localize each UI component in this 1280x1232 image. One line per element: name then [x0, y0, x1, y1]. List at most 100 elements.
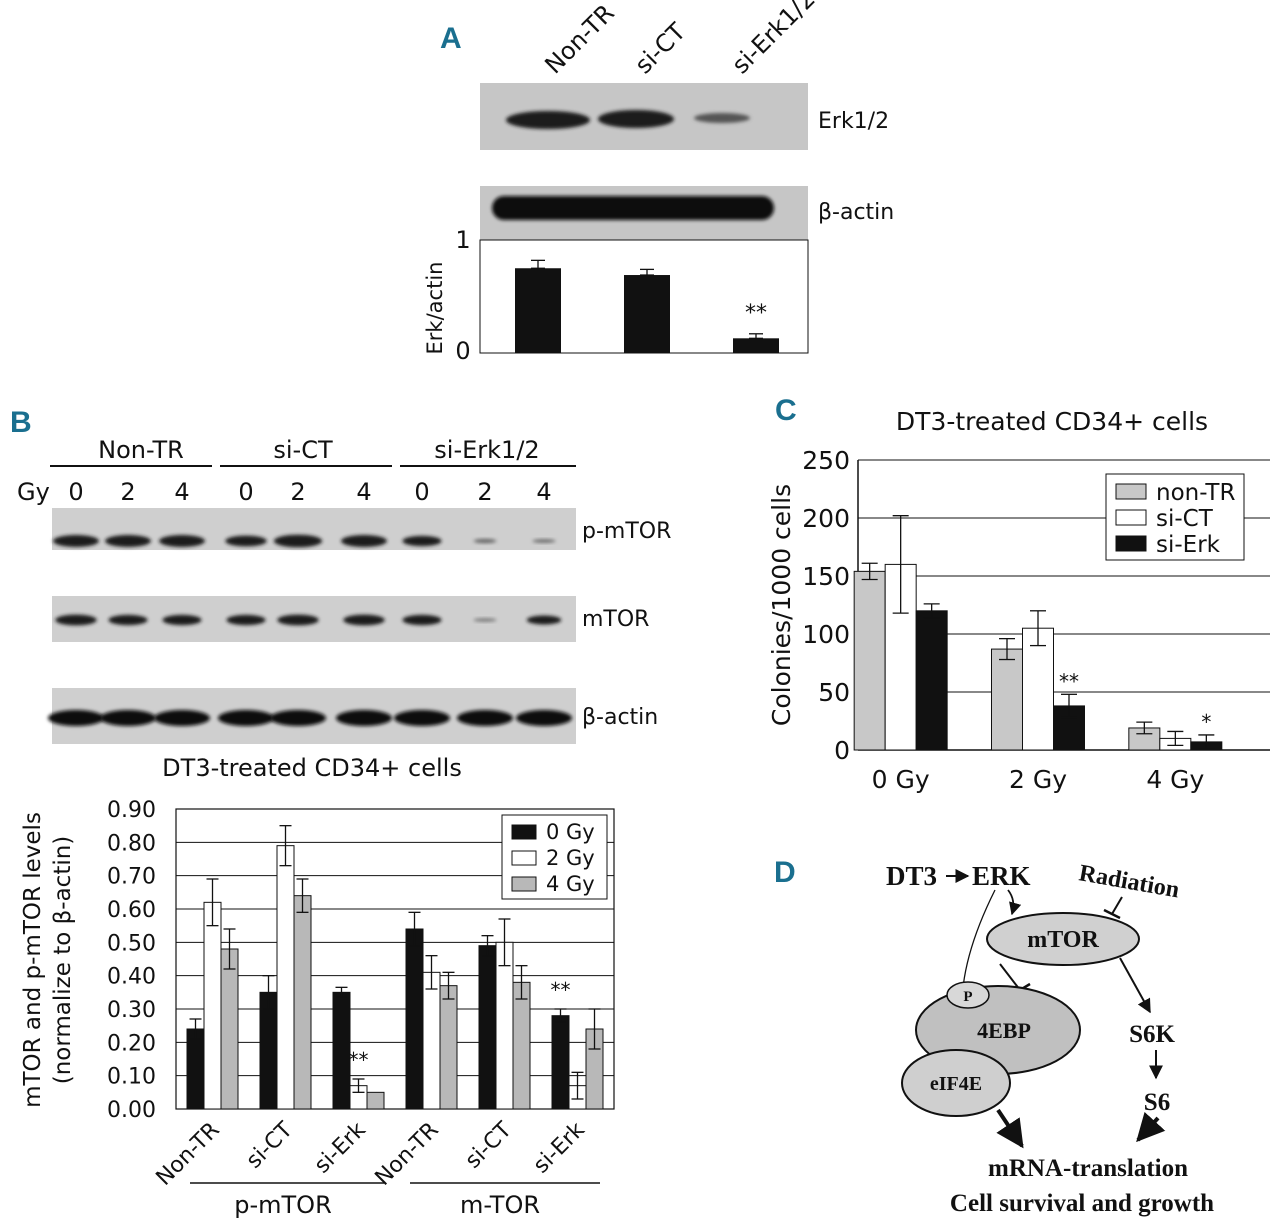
- dose-label-4-gy: 4: [356, 478, 371, 506]
- y-tick-label: 0.20: [107, 1031, 156, 1056]
- band-mtor: [162, 614, 202, 626]
- blot-mtor: [52, 596, 576, 642]
- blot-p-mtor: [52, 508, 576, 550]
- y-tick-label: 50: [818, 678, 850, 707]
- x-tick-label: 0 Gy: [872, 765, 930, 794]
- group-label-non-tr: Non-TR: [98, 436, 184, 464]
- dose-label-4-gy: 4: [174, 478, 189, 506]
- x-tick-label: si-CT: [461, 1117, 517, 1173]
- band-mtor: [108, 614, 148, 626]
- y-tick-label: 200: [802, 504, 850, 533]
- node-s6: S6: [1144, 1089, 1170, 1116]
- node-eif4e-ellipse: [901, 1049, 1011, 1117]
- band-p-mtor: [473, 538, 497, 544]
- lane-label-si-erk: si-Erk1/2: [726, 0, 820, 79]
- node-radiation: Radiation: [1077, 860, 1181, 903]
- bar-2-gy-non-tr: [991, 648, 1023, 751]
- band-p-mtor: [402, 535, 442, 547]
- panel-d: D DT3 ERK Radiation mTOR 4EBP P eIF4E S6…: [774, 856, 1214, 1217]
- bar-non-tr-0-gy: [405, 928, 424, 1110]
- band-p-mtor: [532, 539, 556, 543]
- panel-a: A Non-TR si-CT si-Erk1/2 Erk1/2 β-actin …: [423, 0, 894, 365]
- bar-si-ct-4-gy: [293, 895, 312, 1110]
- chart-title: DT3-treated CD34+ cells: [162, 754, 462, 782]
- bar-non-tr-2-gy: [422, 971, 441, 1110]
- y-tick-label: 0.10: [107, 1065, 156, 1090]
- y-tick-label: 0.80: [107, 831, 156, 856]
- output-mrna-translation: mRNA-translation: [988, 1155, 1188, 1182]
- band-mtor: [343, 614, 385, 626]
- arrow-erk-mtor: [1007, 889, 1022, 916]
- arrow-eif4e-output: [996, 1108, 1024, 1149]
- y-tick-label: 1: [455, 226, 470, 254]
- output-cell-survival: Cell survival and growth: [950, 1190, 1214, 1217]
- band-mtor: [402, 614, 442, 626]
- x-tick-label: 2 Gy: [1009, 765, 1067, 794]
- band-p-mtor: [225, 535, 267, 547]
- inhibit-mtor-4ebp: [999, 963, 1021, 991]
- blot-label-erk: Erk1/2: [818, 109, 889, 134]
- arrow-s6-output: [1136, 1111, 1166, 1143]
- band-actin: [516, 710, 572, 726]
- blot-label-actin-b: β-actin: [582, 705, 658, 730]
- legend-swatch-si-erk: [1115, 535, 1147, 552]
- chart-c: DT3-treated CD34+ cells Colonies/1000 cel…: [767, 407, 1270, 794]
- bar-0-gy-non-tr: [853, 570, 886, 751]
- dose-label-0-gy: 0: [238, 478, 253, 506]
- band-p-mtor: [105, 535, 151, 547]
- legend-swatch-4-gy: [511, 876, 537, 892]
- band-p-mtor: [341, 535, 387, 547]
- panel-d-label: D: [774, 856, 796, 889]
- panel-b-label: B: [10, 406, 32, 439]
- x-tick-label: si-Erk: [310, 1117, 371, 1178]
- band-mtor: [55, 614, 97, 626]
- bar-si-erk1-2: [733, 338, 779, 353]
- group-axis-m-tor: m-TOR: [460, 1191, 540, 1219]
- panel-c: C DT3-treated CD34+ cells Colonies/1000 c…: [767, 394, 1270, 794]
- y-tick-label: 0: [834, 736, 850, 765]
- blot-actin-a: [480, 186, 808, 240]
- bar-non-tr-0-gy: [186, 1028, 205, 1110]
- band-actin: [336, 710, 392, 726]
- y-tick-label: 150: [802, 562, 850, 591]
- bar-si-ct: [624, 275, 670, 353]
- dose-label-2-gy: 2: [290, 478, 305, 506]
- bar-si-erk-0-gy: [332, 991, 351, 1110]
- y-tick-label: 0.30: [107, 998, 156, 1023]
- dose-label-4-gy: 4: [536, 478, 551, 506]
- bar-si-ct-0-gy: [478, 945, 497, 1110]
- bar-non-tr-2-gy: [203, 901, 222, 1110]
- node-mtor: mTOR: [1027, 927, 1099, 953]
- significance-marker: **: [745, 301, 767, 326]
- bar-non-tr-4-gy: [220, 948, 239, 1110]
- node-p-ellipse: [946, 981, 990, 1009]
- y-axis-label: Erk/actin: [423, 262, 447, 355]
- y-tick-label: 0.90: [107, 798, 156, 823]
- bar-2-gy-si-ct: [1022, 627, 1054, 751]
- plot-area: [175, 808, 615, 1110]
- band-actin: [48, 710, 104, 726]
- arrow-mtor-s6k: [1119, 957, 1151, 1014]
- band-actin: [457, 710, 513, 726]
- node-erk: ERK: [972, 861, 1031, 891]
- y-tick-label: 0: [455, 337, 470, 365]
- lane-label-si-ct: si-CT: [629, 17, 691, 79]
- band-p-mtor: [159, 535, 205, 547]
- blot-label-actin-a: β-actin: [818, 200, 894, 225]
- chart-title: DT3-treated CD34+ cells: [896, 407, 1208, 436]
- x-tick-label: 4 Gy: [1146, 765, 1204, 794]
- node-s6k: S6K: [1129, 1021, 1175, 1048]
- group-label-si-erk: si-Erk1/2: [434, 436, 539, 464]
- legend-label-non-tr: non-TR: [1156, 480, 1235, 506]
- dose-label-2-gy: 2: [120, 478, 135, 506]
- significance-marker: **: [551, 978, 571, 1002]
- inhibit-radiation-mtor: [1111, 896, 1123, 915]
- y-tick-label: 0.60: [107, 898, 156, 923]
- y-tick-label: 0.70: [107, 865, 156, 890]
- node-dt3: DT3: [886, 861, 937, 891]
- legend-swatch-si-ct: [1115, 509, 1147, 526]
- dose-label-0-gy: 0: [68, 478, 83, 506]
- legend-label-0-gy: 0 Gy: [546, 820, 595, 844]
- bar-0-gy-si-erk: [915, 610, 948, 751]
- y-tick-label: 250: [802, 446, 850, 475]
